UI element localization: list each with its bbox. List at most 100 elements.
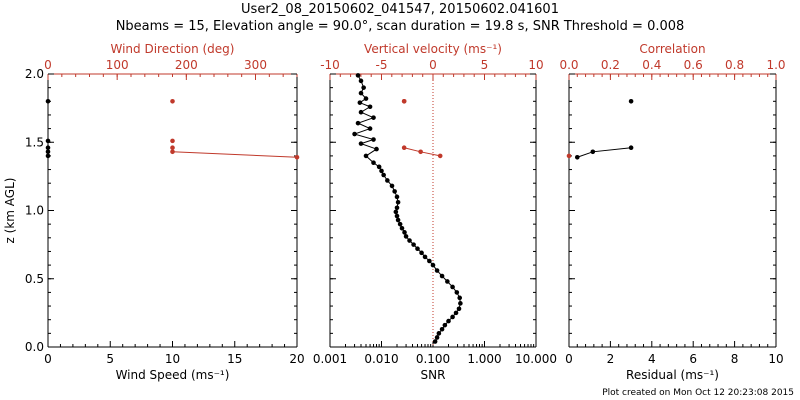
bottom-tick-label: 4 [648, 352, 656, 366]
data-point-1-0-51 [363, 96, 369, 101]
data-point-1-0-48 [358, 109, 364, 115]
bottom-tick-label: 10.000 [515, 352, 557, 366]
bottom-tick-label: 6 [689, 352, 697, 366]
data-point-1-0-53 [361, 85, 366, 90]
data-point-1-0-33 [392, 189, 397, 194]
bottom-tick-label: 0.010 [364, 352, 398, 366]
data-point-1-0-30 [394, 205, 400, 211]
chart-title-line1: User2_08_20150602_041547, 20150602.04160… [241, 2, 559, 17]
bottom-tick-label: 1.000 [467, 352, 501, 366]
bottom-tick-label: 20 [289, 352, 304, 366]
data-point-1-0-36 [381, 172, 386, 178]
data-point-1-0-35 [385, 178, 390, 183]
data-point-1-0-6 [450, 314, 455, 320]
chart-title-line2: Nbeams = 15, Elevation angle = 90.0°, sc… [115, 19, 685, 34]
data-point-1-0-40 [363, 153, 369, 159]
data-point-2-0-3 [574, 154, 580, 160]
data-point-0-0-4 [45, 153, 51, 159]
data-point-1-0-16 [430, 262, 436, 268]
data-point-1-0-42 [358, 141, 364, 146]
data-point-1-0-37 [379, 168, 384, 174]
data-point-0-0-0 [45, 99, 51, 104]
bottom-tick-label: 10 [768, 352, 783, 366]
top-tick-label: 0.8 [725, 58, 744, 72]
data-point-1-0-43 [371, 137, 376, 142]
y-tick-label: 0.0 [25, 340, 44, 354]
data-point-1-0-50 [357, 100, 363, 105]
data-point-1-1-3 [418, 149, 423, 155]
top-axis-title: Vertical velocity (ms⁻¹) [364, 42, 502, 56]
top-tick-label: 200 [175, 58, 198, 72]
data-point-1-0-25 [399, 225, 405, 231]
data-point-1-0-39 [371, 160, 376, 166]
data-point-1-0-27 [395, 217, 401, 223]
data-point-1-0-17 [427, 258, 432, 264]
data-point-1-0-2 [436, 331, 442, 336]
data-point-1-0-22 [407, 238, 412, 243]
top-tick-label: 0.4 [642, 58, 661, 72]
data-point-1-0-0 [432, 339, 438, 344]
data-point-1-0-13 [445, 279, 450, 284]
data-point-1-0-20 [415, 246, 420, 252]
data-point-1-0-19 [419, 250, 424, 256]
data-point-1-0-32 [394, 194, 400, 200]
series-line-0-1 [172, 151, 298, 158]
data-point-1-0-9 [458, 301, 463, 306]
data-point-1-0-47 [371, 115, 376, 120]
bottom-tick-label: 2 [607, 352, 615, 366]
top-tick-label: -5 [376, 58, 388, 72]
data-point-1-0-38 [376, 164, 382, 170]
top-tick-label: 0.6 [684, 58, 703, 72]
data-point-0-1-3 [170, 149, 175, 155]
data-point-0-0-3 [45, 149, 51, 155]
data-point-1-1-2 [401, 145, 407, 151]
data-point-0-1-2 [170, 145, 175, 151]
data-point-1-0-5 [446, 318, 451, 324]
data-point-1-0-18 [422, 254, 428, 260]
data-point-0-1-1 [170, 138, 175, 144]
data-point-1-0-28 [394, 213, 400, 219]
data-point-1-0-12 [450, 284, 455, 290]
bottom-tick-label: 10 [165, 352, 180, 366]
top-tick-label: 10 [528, 58, 543, 72]
series-line-1-0 [352, 75, 461, 342]
top-tick-label: 300 [244, 58, 267, 72]
plot-timestamp: Plot created on Mon Oct 12 20:23:08 2015 [602, 388, 794, 398]
data-point-0-1-0 [170, 99, 175, 104]
data-point-1-0-34 [389, 183, 395, 189]
data-point-1-0-3 [439, 326, 445, 332]
data-point-2-1-0 [566, 153, 572, 159]
data-point-1-0-29 [393, 209, 399, 215]
top-tick-label: 100 [106, 58, 129, 72]
data-point-1-0-49 [367, 104, 373, 110]
top-axis-title: Wind Direction (deg) [111, 42, 235, 56]
data-point-0-0-2 [45, 145, 51, 151]
data-point-1-0-41 [374, 146, 379, 152]
y-tick-label: 2.0 [25, 67, 44, 81]
top-axis-title: Correlation [639, 42, 705, 56]
bottom-tick-label: 0.100 [416, 352, 450, 366]
top-tick-label: 5 [481, 58, 489, 72]
top-tick-label: -10 [320, 58, 340, 72]
top-tick-label: 0 [429, 58, 437, 72]
x-axis-title: Wind Speed (ms⁻¹) [116, 368, 230, 382]
bottom-tick-label: 0.001 [313, 352, 347, 366]
data-point-1-0-4 [442, 322, 448, 328]
data-point-1-0-15 [434, 268, 440, 273]
data-point-2-0-1 [628, 145, 634, 151]
bottom-tick-label: 0 [44, 352, 52, 366]
top-tick-label: 0.0 [559, 58, 578, 72]
data-point-1-0-26 [397, 221, 403, 227]
data-point-2-0-0 [628, 99, 634, 104]
data-point-1-0-52 [358, 90, 364, 96]
top-tick-label: 0 [44, 58, 52, 72]
data-point-1-0-54 [358, 78, 364, 84]
data-point-1-0-23 [403, 234, 409, 239]
data-point-1-0-44 [352, 131, 357, 137]
data-point-2-0-2 [590, 149, 596, 155]
data-point-1-0-55 [355, 73, 361, 78]
data-point-1-0-24 [402, 230, 407, 235]
data-point-1-1-4 [437, 153, 443, 159]
data-point-1-1-1 [401, 99, 407, 104]
